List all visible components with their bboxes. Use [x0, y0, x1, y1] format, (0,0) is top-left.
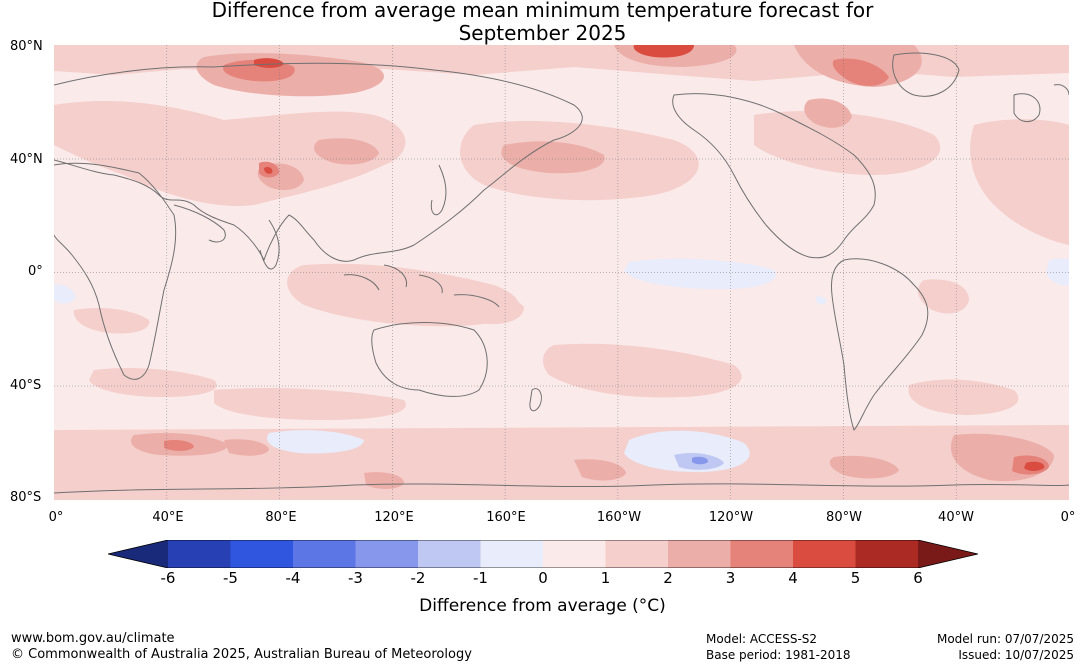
colorbar-bin-2-3 [668, 540, 731, 568]
lon-label-40e: 40°E [152, 510, 184, 525]
lon-label-40w: 40°W [938, 510, 974, 525]
colorbar-bin-neg6-neg5 [168, 540, 231, 568]
colorbar-tick: 0 [538, 569, 548, 587]
anomaly-zones-cool-3 [692, 456, 709, 465]
colorbar-tick: 1 [600, 569, 611, 587]
model-run-date: Model run: 07/07/2025 [936, 632, 1074, 646]
lon-label-80e: 80°E [265, 510, 297, 525]
colorbar-tick: -4 [285, 569, 301, 587]
lon-label-120w: 120°W [708, 510, 754, 525]
colorbar-bin-neg3-neg2 [355, 540, 418, 568]
colorbar-tick: 6 [913, 569, 923, 587]
colorbar-tick: 5 [850, 569, 861, 587]
colorbar-bin-3-4 [730, 540, 793, 568]
chart-title-line1: Difference from average mean minimum tem… [211, 0, 874, 22]
map-gridlines [54, 45, 1069, 500]
anomaly-zones-warm-4 [254, 45, 1045, 471]
colorbar-bin-neg4-neg3 [293, 540, 356, 568]
colorbar-label: Difference from average (°C) [419, 596, 666, 616]
colorbar-bin-4-5 [793, 540, 856, 568]
chart-title-line2: September 2025 [458, 21, 627, 45]
lon-label-80w: 80°W [826, 510, 862, 525]
colorbar-bin-neg5-neg4 [230, 540, 293, 568]
coastlines [54, 52, 1069, 494]
colorbar-tick: 3 [725, 569, 736, 587]
colorbar-bin-neg2-neg1 [418, 540, 481, 568]
colorbar-tick: -5 [223, 569, 238, 587]
colorbar-tick: 4 [788, 569, 798, 587]
lon-label-0-right: 0° [1060, 510, 1076, 525]
anomaly-map [54, 45, 1069, 500]
lat-label-80s: 80°S [10, 490, 42, 505]
colorbar-bin-0-1 [543, 540, 606, 568]
lon-label-0-left: 0° [48, 510, 64, 525]
lat-label-40s: 40°S [10, 378, 42, 393]
colorbar-tick: -6 [160, 569, 176, 587]
colorbar-tick: -3 [348, 569, 363, 587]
lat-label-equator: 0° [28, 264, 43, 279]
colorbar-extend-high [918, 540, 978, 568]
issued-date: Issued: 10/07/2025 [958, 648, 1074, 662]
colorbar-tick: -1 [473, 569, 488, 587]
colorbar-bin-1-2 [605, 540, 668, 568]
lat-label-80n: 80°N [10, 39, 43, 54]
base-period: Base period: 1981-2018 [706, 648, 851, 662]
lon-label-160e: 160°E [486, 510, 526, 525]
colorbar-tick: -2 [410, 569, 426, 587]
model-name: Model: ACCESS-S2 [706, 632, 818, 646]
website-link[interactable]: www.bom.gov.au/climate [11, 631, 175, 646]
colorbar [108, 540, 978, 568]
colorbar-bin-5-6 [855, 540, 918, 568]
lon-label-160w: 160°W [596, 510, 642, 525]
copyright-text: © Commonwealth of Australia 2025, Austra… [11, 647, 472, 662]
colorbar-tick: 2 [663, 569, 673, 587]
colorbar-bin-neg1-0 [480, 540, 543, 568]
lat-label-40n: 40°N [10, 152, 43, 167]
colorbar-extend-low [108, 540, 168, 568]
lon-label-120e: 120°E [374, 510, 414, 525]
